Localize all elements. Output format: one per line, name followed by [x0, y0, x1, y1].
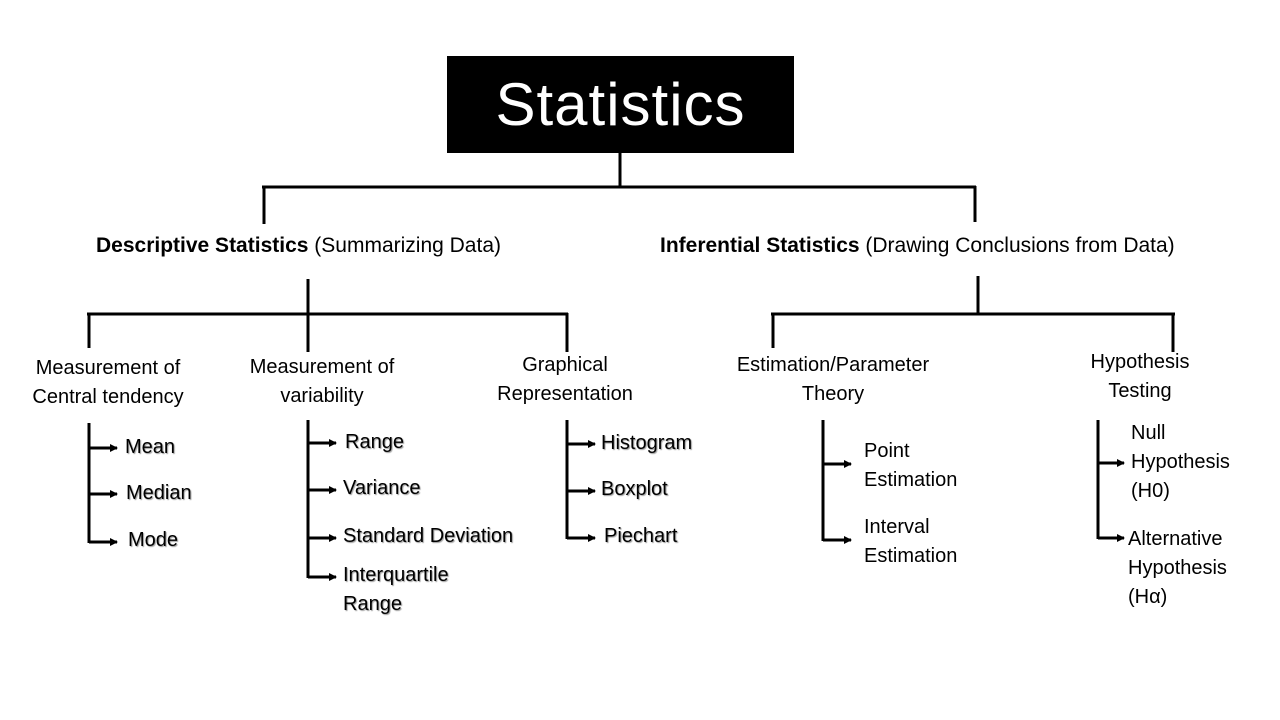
group-estimation: Estimation/Parameter Theory — [713, 351, 953, 409]
item-histogram: Histogram — [601, 432, 693, 454]
item-point-estimation: Point Estimation — [864, 437, 957, 495]
item-line: Null — [1131, 422, 1166, 444]
group-hypothesis: Hypothesis Testing — [1060, 348, 1220, 406]
group-label-line: Central tendency — [32, 386, 184, 408]
group-label-line: Measurement of — [249, 356, 395, 378]
item-line: (Hα) — [1128, 586, 1168, 608]
group-central-tendency: Measurement of Central tendency — [8, 354, 208, 412]
item-mean: Mean — [125, 436, 176, 458]
descriptive-heading-rest: (Summarizing Data) — [308, 234, 501, 257]
item-line: Estimation — [864, 469, 958, 491]
item-interquartile-range: Interquartile Range — [343, 561, 449, 619]
item-line: Range — [343, 593, 402, 615]
descriptive-heading-bold: Descriptive Statistics — [96, 234, 309, 257]
diagram-title: Statistics — [495, 70, 746, 138]
item-mode: Mode — [128, 529, 179, 551]
item-alternative-hypothesis: Alternative Hypothesis (Hα) — [1128, 525, 1227, 612]
title-box: Statistics — [447, 56, 794, 153]
item-range: Range — [345, 431, 404, 453]
item-boxplot: Boxplot — [601, 478, 668, 500]
item-standard-deviation: Standard Deviation — [343, 525, 514, 547]
item-variance: Variance — [343, 477, 421, 499]
item-null-hypothesis: Null Hypothesis (H0) — [1131, 419, 1230, 506]
item-line: Point — [864, 440, 910, 462]
item-line: Interval — [864, 516, 930, 538]
item-median: Median — [126, 482, 192, 504]
item-line: (H0) — [1131, 480, 1170, 502]
inferential-heading-rest: (Drawing Conclusions from Data) — [859, 234, 1175, 257]
item-piechart: Piechart — [604, 525, 678, 547]
group-label-line: Graphical — [522, 354, 608, 376]
item-line: Estimation — [864, 545, 958, 567]
group-graphical: Graphical Representation — [465, 351, 665, 409]
group-label-line: Measurement of — [35, 357, 181, 379]
item-line: Alternative — [1128, 528, 1223, 550]
inferential-heading: Inferential Statistics (Drawing Conclusi… — [660, 232, 1175, 260]
group-label-line: Hypothesis — [1090, 351, 1190, 373]
group-label-line: Representation — [497, 383, 633, 405]
group-label-line: Testing — [1108, 380, 1172, 402]
group-label-line: Estimation/Parameter — [736, 354, 930, 376]
inferential-heading-bold: Inferential Statistics — [660, 234, 860, 257]
item-line: Hypothesis — [1128, 557, 1227, 579]
descriptive-heading: Descriptive Statistics (Summarizing Data… — [96, 232, 501, 260]
item-interval-estimation: Interval Estimation — [864, 513, 957, 571]
group-variability: Measurement of variability — [222, 353, 422, 411]
group-label-line: variability — [280, 385, 364, 407]
group-label-line: Theory — [801, 383, 865, 405]
item-line: Interquartile — [343, 564, 449, 586]
item-line: Hypothesis — [1131, 451, 1230, 473]
